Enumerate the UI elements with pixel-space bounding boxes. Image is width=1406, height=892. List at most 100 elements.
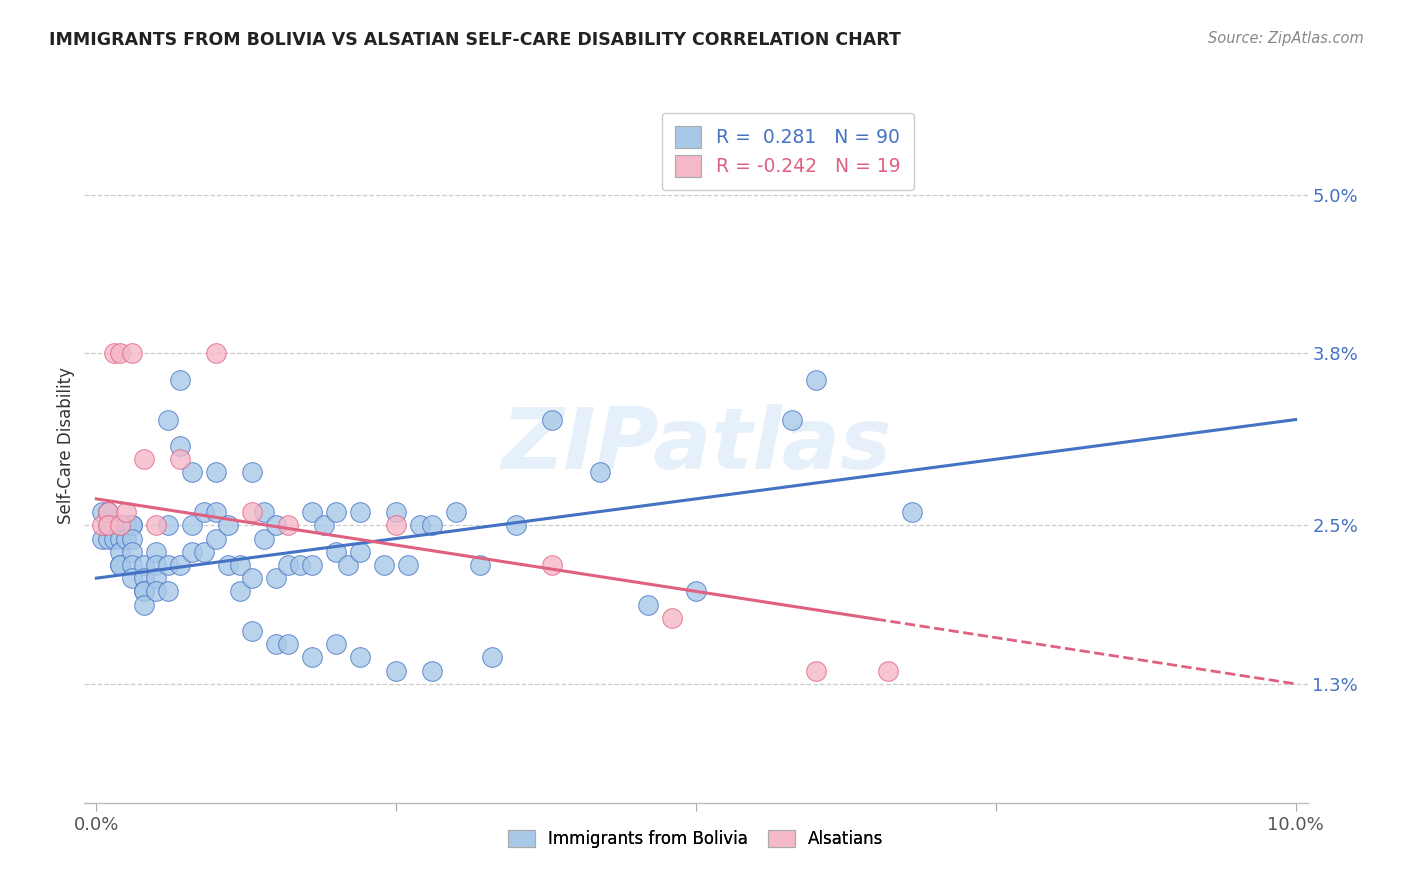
Point	[145, 545, 167, 559]
Point	[110, 532, 132, 546]
Point	[134, 558, 156, 572]
Point	[157, 558, 180, 572]
Point	[253, 505, 276, 519]
Point	[229, 558, 252, 572]
Point	[121, 346, 143, 360]
Point	[110, 558, 132, 572]
Point	[217, 518, 239, 533]
Text: IMMIGRANTS FROM BOLIVIA VS ALSATIAN SELF-CARE DISABILITY CORRELATION CHART: IMMIGRANTS FROM BOLIVIA VS ALSATIAN SELF…	[49, 31, 901, 49]
Point	[876, 664, 898, 678]
Point	[385, 518, 408, 533]
Point	[325, 505, 347, 519]
Point	[589, 466, 612, 480]
Point	[637, 598, 659, 612]
Point	[290, 558, 312, 572]
Point	[103, 518, 125, 533]
Point	[409, 518, 432, 533]
Point	[349, 545, 371, 559]
Point	[103, 346, 125, 360]
Point	[169, 452, 191, 467]
Point	[325, 637, 347, 651]
Point	[134, 598, 156, 612]
Point	[121, 532, 143, 546]
Point	[541, 412, 564, 426]
Point	[505, 518, 527, 533]
Point	[385, 664, 408, 678]
Point	[349, 650, 371, 665]
Point	[169, 439, 191, 453]
Point	[804, 664, 827, 678]
Point	[240, 466, 263, 480]
Point	[181, 545, 204, 559]
Point	[314, 518, 336, 533]
Point	[205, 466, 228, 480]
Point	[134, 584, 156, 599]
Point	[301, 505, 323, 519]
Point	[804, 373, 827, 387]
Point	[97, 532, 120, 546]
Point	[145, 518, 167, 533]
Point	[685, 584, 707, 599]
Point	[325, 545, 347, 559]
Point	[240, 505, 263, 519]
Point	[193, 505, 215, 519]
Point	[420, 518, 443, 533]
Point	[97, 518, 120, 533]
Point	[145, 558, 167, 572]
Point	[181, 466, 204, 480]
Point	[169, 558, 191, 572]
Point	[205, 346, 228, 360]
Point	[780, 412, 803, 426]
Point	[121, 558, 143, 572]
Point	[110, 346, 132, 360]
Point	[481, 650, 503, 665]
Point	[240, 571, 263, 585]
Point	[264, 518, 287, 533]
Point	[420, 664, 443, 678]
Point	[169, 373, 191, 387]
Point	[277, 637, 299, 651]
Point	[193, 545, 215, 559]
Point	[121, 571, 143, 585]
Point	[337, 558, 360, 572]
Point	[110, 518, 132, 533]
Point	[661, 611, 683, 625]
Point	[217, 558, 239, 572]
Point	[253, 532, 276, 546]
Point	[373, 558, 395, 572]
Point	[97, 505, 120, 519]
Point	[205, 532, 228, 546]
Point	[157, 412, 180, 426]
Point	[91, 532, 114, 546]
Point	[301, 558, 323, 572]
Point	[277, 518, 299, 533]
Point	[134, 571, 156, 585]
Point	[181, 518, 204, 533]
Point	[264, 571, 287, 585]
Point	[115, 505, 138, 519]
Point	[91, 518, 114, 533]
Point	[97, 518, 120, 533]
Point	[115, 532, 138, 546]
Point	[901, 505, 924, 519]
Point	[134, 452, 156, 467]
Point	[264, 637, 287, 651]
Point	[110, 558, 132, 572]
Point	[121, 518, 143, 533]
Point	[240, 624, 263, 638]
Point	[91, 505, 114, 519]
Point	[134, 584, 156, 599]
Point	[541, 558, 564, 572]
Point	[110, 518, 132, 533]
Point	[157, 584, 180, 599]
Y-axis label: Self-Care Disability: Self-Care Disability	[56, 368, 75, 524]
Point	[97, 518, 120, 533]
Point	[110, 545, 132, 559]
Point	[385, 505, 408, 519]
Point	[444, 505, 467, 519]
Point	[145, 571, 167, 585]
Legend: Immigrants from Bolivia, Alsatians: Immigrants from Bolivia, Alsatians	[502, 823, 890, 855]
Point	[145, 584, 167, 599]
Point	[349, 505, 371, 519]
Text: Source: ZipAtlas.com: Source: ZipAtlas.com	[1208, 31, 1364, 46]
